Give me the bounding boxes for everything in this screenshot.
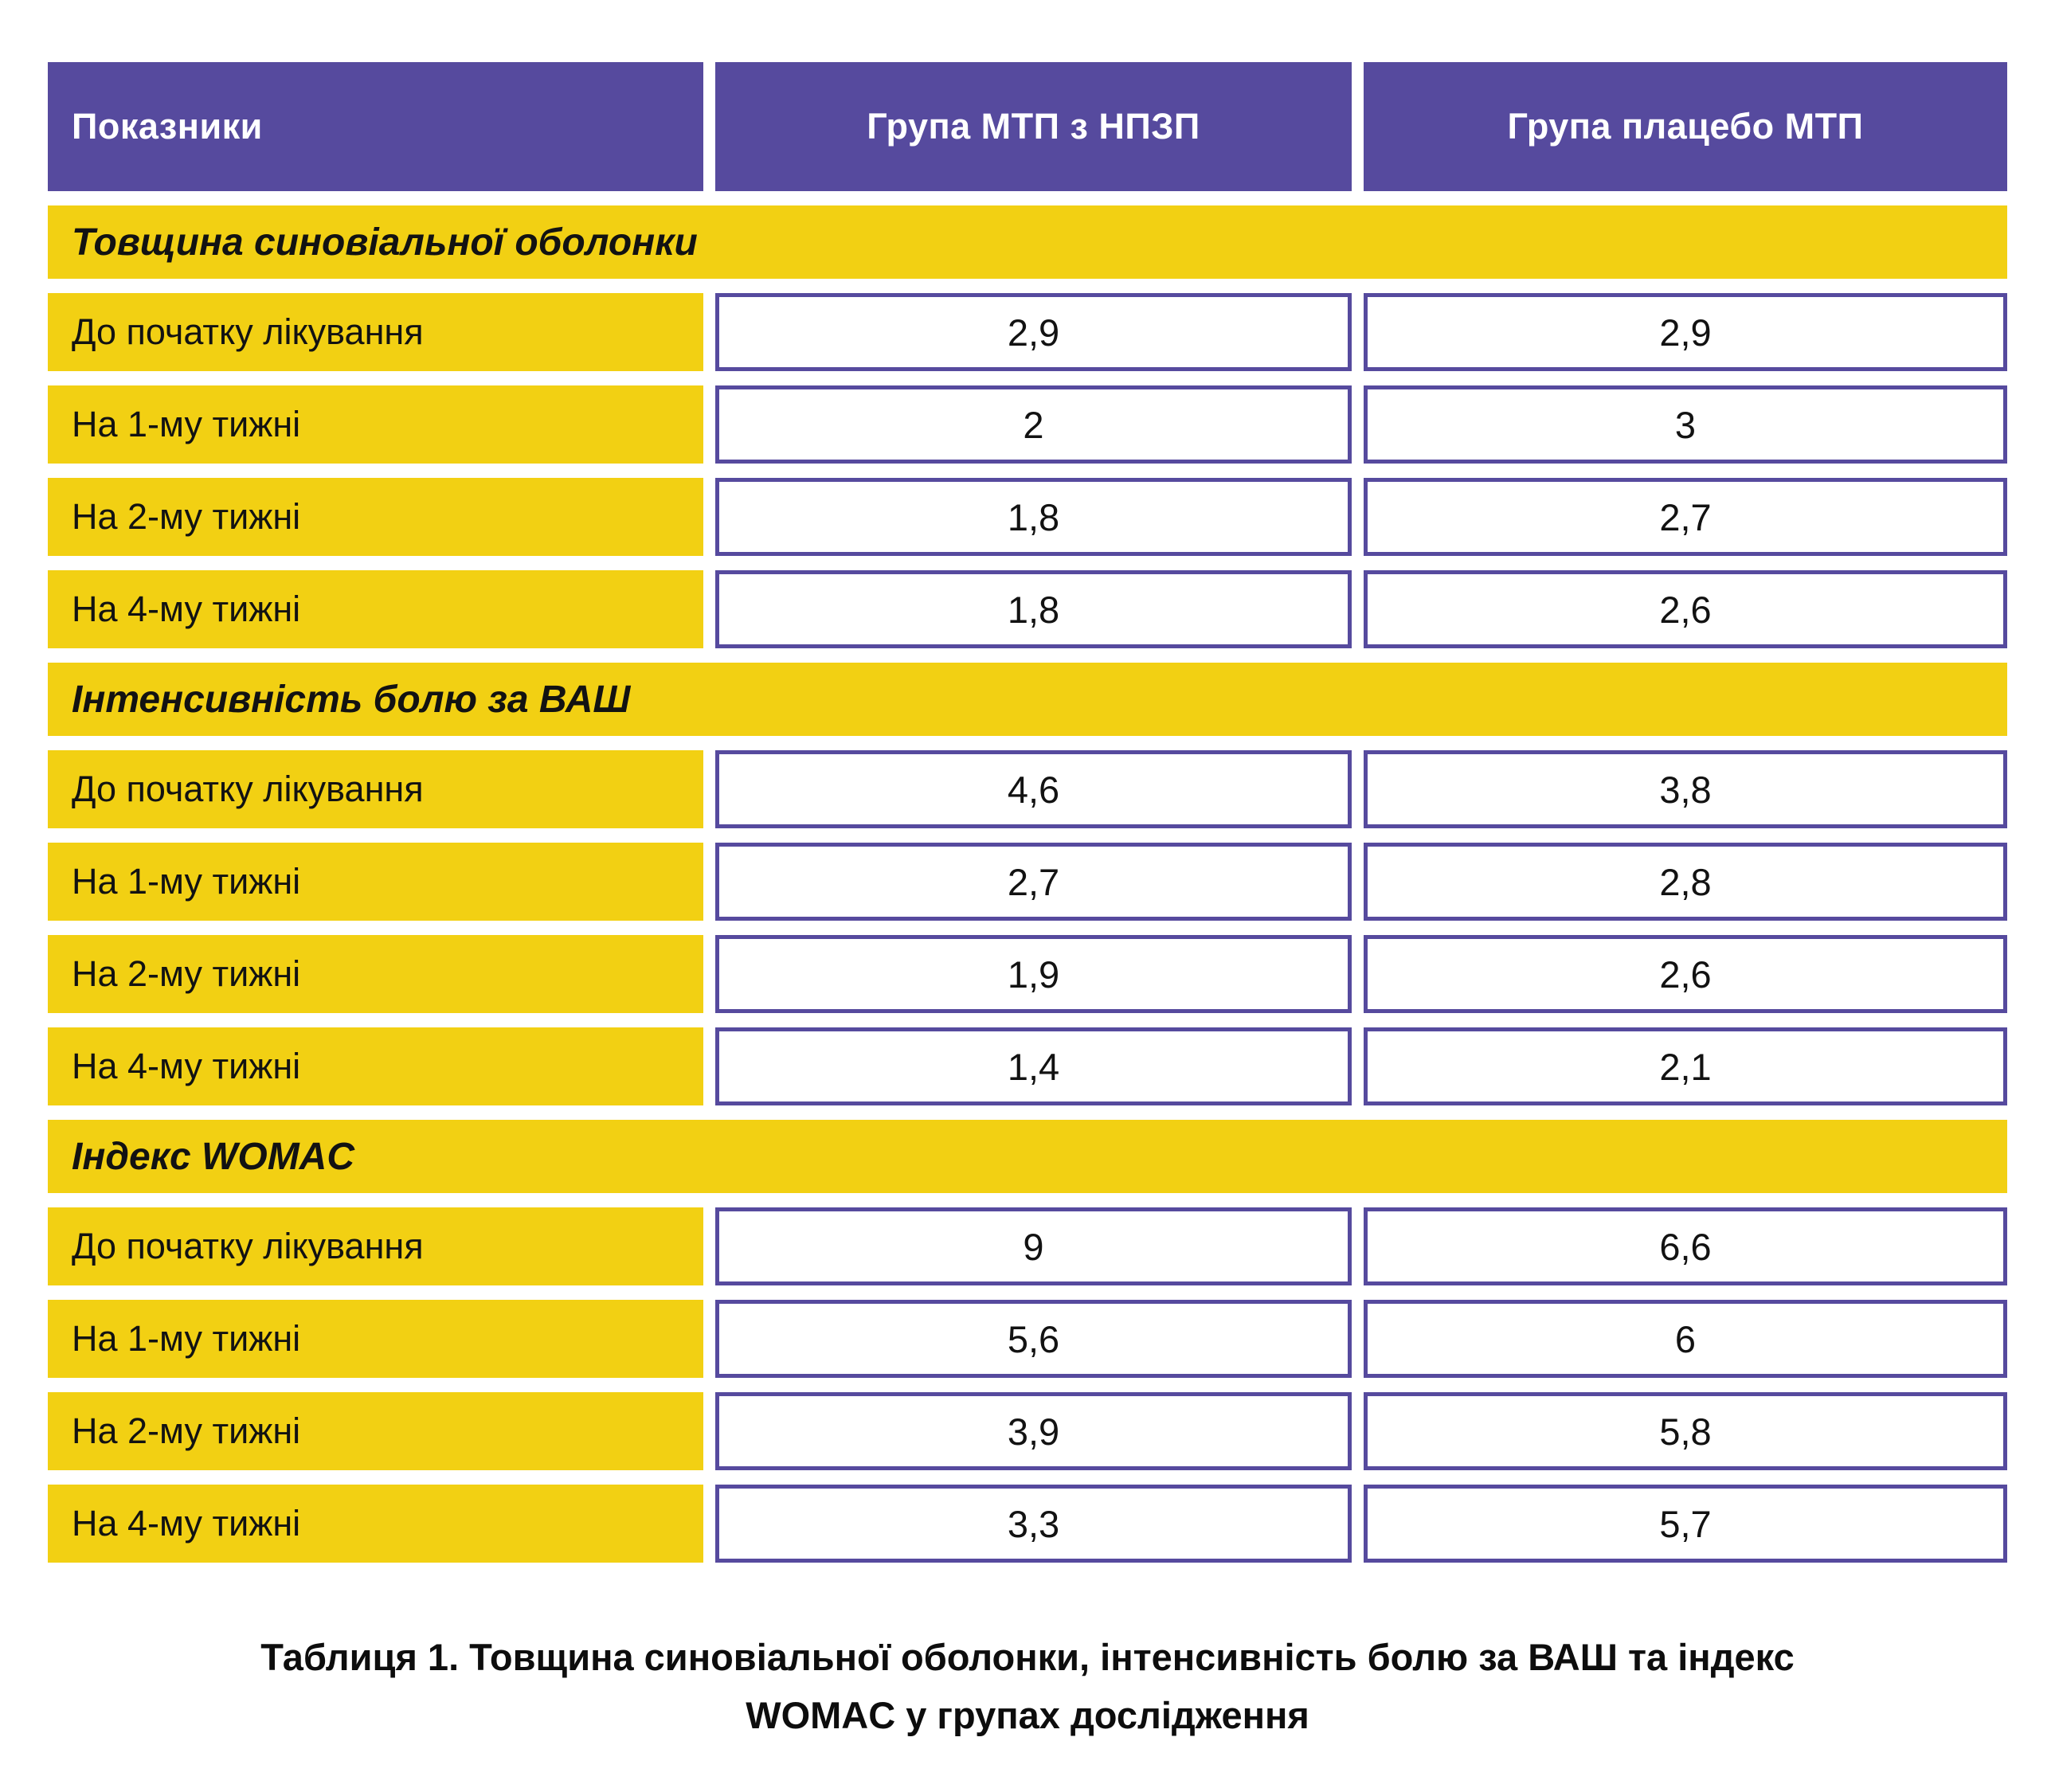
row-label: На 1-му тижні	[48, 385, 703, 464]
row-label: На 2-му тижні	[48, 478, 703, 556]
value-cell: 9	[715, 1207, 1352, 1285]
section-title-womac-index: Індекс WOMAC	[48, 1120, 2007, 1193]
row-label: На 4-му тижні	[48, 1027, 703, 1105]
row-label: На 1-му тижні	[48, 1300, 703, 1378]
column-header-group-placebo-mtp: Група плацебо МТП	[1364, 62, 2007, 191]
row-label: На 2-му тижні	[48, 935, 703, 1013]
row-label: На 1-му тижні	[48, 843, 703, 921]
value-cell: 3,8	[1364, 750, 2007, 828]
value-cell: 1,4	[715, 1027, 1352, 1105]
value-cell: 3,9	[715, 1392, 1352, 1470]
value-cell: 6,6	[1364, 1207, 2007, 1285]
value-cell: 1,9	[715, 935, 1352, 1013]
table-caption-line1: Таблиця 1. Товщина синовіальної оболонки…	[260, 1636, 1795, 1678]
value-cell: 2	[715, 385, 1352, 464]
value-cell: 2,6	[1364, 935, 2007, 1013]
value-cell: 1,8	[715, 478, 1352, 556]
value-cell: 2,9	[1364, 293, 2007, 371]
row-label: На 4-му тижні	[48, 570, 703, 648]
value-cell: 2,1	[1364, 1027, 2007, 1105]
row-label: До початку лікування	[48, 750, 703, 828]
column-header-group-mtp-nsaid: Група МТП з НПЗП	[715, 62, 1352, 191]
row-label: До початку лікування	[48, 293, 703, 371]
row-label: На 4-му тижні	[48, 1485, 703, 1563]
value-cell: 2,7	[715, 843, 1352, 921]
table-caption-line2: WOMAC у групах дослідження	[746, 1693, 1309, 1736]
value-cell: 4,6	[715, 750, 1352, 828]
table-caption: Таблиця 1. Товщина синовіальної оболонки…	[0, 1629, 2055, 1745]
value-cell: 1,8	[715, 570, 1352, 648]
value-cell: 3,3	[715, 1485, 1352, 1563]
value-cell: 5,8	[1364, 1392, 2007, 1470]
row-label: На 2-му тижні	[48, 1392, 703, 1470]
value-cell: 3	[1364, 385, 2007, 464]
data-table: Показники Група МТП з НПЗП Група плацебо…	[48, 62, 2007, 1563]
value-cell: 6	[1364, 1300, 2007, 1378]
value-cell: 2,8	[1364, 843, 2007, 921]
value-cell: 5,7	[1364, 1485, 2007, 1563]
section-title-vas-pain-intensity: Інтенсивність болю за ВАШ	[48, 663, 2007, 736]
column-header-indicators: Показники	[48, 62, 703, 191]
value-cell: 2,7	[1364, 478, 2007, 556]
value-cell: 5,6	[715, 1300, 1352, 1378]
value-cell: 2,6	[1364, 570, 2007, 648]
row-label: До початку лікування	[48, 1207, 703, 1285]
section-title-synovial-thickness: Товщина синовіальної оболонки	[48, 205, 2007, 279]
value-cell: 2,9	[715, 293, 1352, 371]
